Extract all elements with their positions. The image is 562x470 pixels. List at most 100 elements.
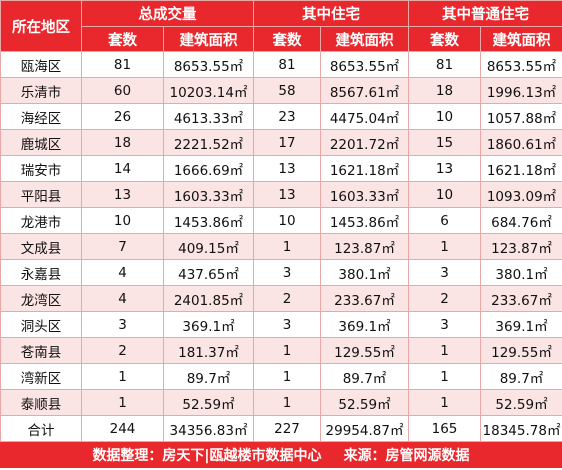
units-cell: 15: [408, 129, 481, 156]
units-cell: 14: [81, 155, 164, 182]
units-cell: 18: [81, 129, 164, 156]
units-cell: 58: [253, 77, 321, 104]
area-cell: 52.59㎡: [163, 389, 254, 416]
table-row: 瑞安市 14 1666.69㎡ 13 1621.18㎡ 13 1621.18㎡: [0, 155, 562, 182]
area-cell: 1666.69㎡: [163, 155, 254, 182]
area-cell: 123.87㎡: [320, 233, 409, 260]
units-cell: 1: [253, 337, 321, 364]
area-cell: 380.1㎡: [480, 259, 562, 286]
units-cell: 13: [408, 155, 481, 182]
units-cell: 3: [81, 311, 164, 338]
table-row: 鹿城区 18 2221.52㎡ 17 2201.72㎡ 15 1860.61㎡: [0, 129, 562, 156]
units-cell: 1: [81, 363, 164, 390]
units-cell: 2: [81, 337, 164, 364]
units-cell: 3: [253, 311, 321, 338]
total-units-cell: 227: [253, 415, 321, 442]
table-row: 苍南县 2 181.37㎡ 1 129.55㎡ 1 129.55㎡: [0, 337, 562, 364]
units-cell: 13: [253, 181, 321, 208]
units-cell: 4: [81, 259, 164, 286]
units-cell: 1: [253, 233, 321, 260]
units-cell: 81: [408, 51, 481, 78]
total-area-cell: 18345.78㎡: [480, 415, 562, 442]
units-cell: 2: [253, 285, 321, 312]
units-cell: 10: [408, 103, 481, 130]
units-cell: 60: [81, 77, 164, 104]
units-cell: 1: [253, 389, 321, 416]
area-cell: 1093.09㎡: [480, 181, 562, 208]
area-cell: 1057.88㎡: [480, 103, 562, 130]
area-cell: 52.59㎡: [480, 389, 562, 416]
transaction-table: 所在地区 总成交量 其中住宅 其中普通住宅 套数 建筑面积 套数 建筑面积 套数…: [0, 0, 562, 442]
area-cell: 1603.33㎡: [320, 181, 409, 208]
region-cell: 瓯海区: [0, 51, 82, 78]
table-row: 龙港市 10 1453.86㎡ 10 1453.86㎡ 6 684.76㎡: [0, 207, 562, 234]
area-cell: 1603.33㎡: [163, 181, 254, 208]
table-row: 乐清市 60 10203.14㎡ 58 8567.61㎡ 18 1996.13㎡: [0, 77, 562, 104]
header-ordinary-residential: 其中普通住宅: [408, 0, 562, 27]
table-row: 湾新区 1 89.7㎡ 1 89.7㎡ 1 89.7㎡: [0, 363, 562, 390]
area-cell: 8567.61㎡: [320, 77, 409, 104]
units-cell: 81: [253, 51, 321, 78]
units-cell: 18: [408, 77, 481, 104]
region-cell: 洞头区: [0, 311, 82, 338]
header-total-volume: 总成交量: [81, 0, 254, 27]
region-cell: 瑞安市: [0, 155, 82, 182]
units-cell: 10: [81, 207, 164, 234]
footer-bar: 数据整理：房天下|瓯越楼市数据中心 来源：房管网源数据: [0, 442, 562, 468]
region-cell: 乐清市: [0, 77, 82, 104]
area-cell: 129.55㎡: [480, 337, 562, 364]
units-cell: 6: [408, 207, 481, 234]
units-cell: 23: [253, 103, 321, 130]
units-cell: 81: [81, 51, 164, 78]
region-cell: 苍南县: [0, 337, 82, 364]
area-cell: 1621.18㎡: [480, 155, 562, 182]
units-cell: 17: [253, 129, 321, 156]
units-cell: 1: [408, 337, 481, 364]
header-residential: 其中住宅: [253, 0, 409, 27]
table-row: 龙湾区 4 2401.85㎡ 2 233.67㎡ 2 233.67㎡: [0, 285, 562, 312]
table-row: 文成县 7 409.15㎡ 1 123.87㎡ 1 123.87㎡: [0, 233, 562, 260]
region-cell: 龙湾区: [0, 285, 82, 312]
units-cell: 10: [408, 181, 481, 208]
area-cell: 369.1㎡: [320, 311, 409, 338]
area-cell: 8653.55㎡: [163, 51, 254, 78]
header-units: 套数: [81, 26, 164, 52]
area-cell: 1453.86㎡: [163, 207, 254, 234]
region-cell: 龙港市: [0, 207, 82, 234]
area-cell: 89.7㎡: [320, 363, 409, 390]
units-cell: 7: [81, 233, 164, 260]
region-cell: 泰顺县: [0, 389, 82, 416]
area-cell: 409.15㎡: [163, 233, 254, 260]
area-cell: 2221.52㎡: [163, 129, 254, 156]
units-cell: 1: [408, 389, 481, 416]
area-cell: 1860.61㎡: [480, 129, 562, 156]
area-cell: 8653.55㎡: [320, 51, 409, 78]
area-cell: 380.1㎡: [320, 259, 409, 286]
footer-source: 来源：房管网源数据: [343, 448, 470, 464]
total-units-cell: 244: [81, 415, 164, 442]
table-row: 永嘉县 4 437.65㎡ 3 380.1㎡ 3 380.1㎡: [0, 259, 562, 286]
area-cell: 1621.18㎡: [320, 155, 409, 182]
area-cell: 369.1㎡: [480, 311, 562, 338]
region-cell: 湾新区: [0, 363, 82, 390]
area-cell: 129.55㎡: [320, 337, 409, 364]
area-cell: 8653.55㎡: [480, 51, 562, 78]
units-cell: 1: [81, 389, 164, 416]
area-cell: 2201.72㎡: [320, 129, 409, 156]
units-cell: 2: [408, 285, 481, 312]
area-cell: 89.7㎡: [163, 363, 254, 390]
units-cell: 3: [253, 259, 321, 286]
total-units-cell: 165: [408, 415, 481, 442]
total-area-cell: 29954.87㎡: [320, 415, 409, 442]
units-cell: 13: [81, 181, 164, 208]
units-cell: 10: [253, 207, 321, 234]
units-cell: 3: [408, 311, 481, 338]
area-cell: 52.59㎡: [320, 389, 409, 416]
header-row-sub: 套数 建筑面积 套数 建筑面积 套数 建筑面积: [1, 26, 562, 52]
units-cell: 1: [408, 363, 481, 390]
area-cell: 10203.14㎡: [163, 77, 254, 104]
units-cell: 26: [81, 103, 164, 130]
units-cell: 1: [253, 363, 321, 390]
table-row: 瓯海区 81 8653.55㎡ 81 8653.55㎡ 81 8653.55㎡: [0, 51, 562, 78]
header-area: 建筑面积: [480, 26, 562, 52]
